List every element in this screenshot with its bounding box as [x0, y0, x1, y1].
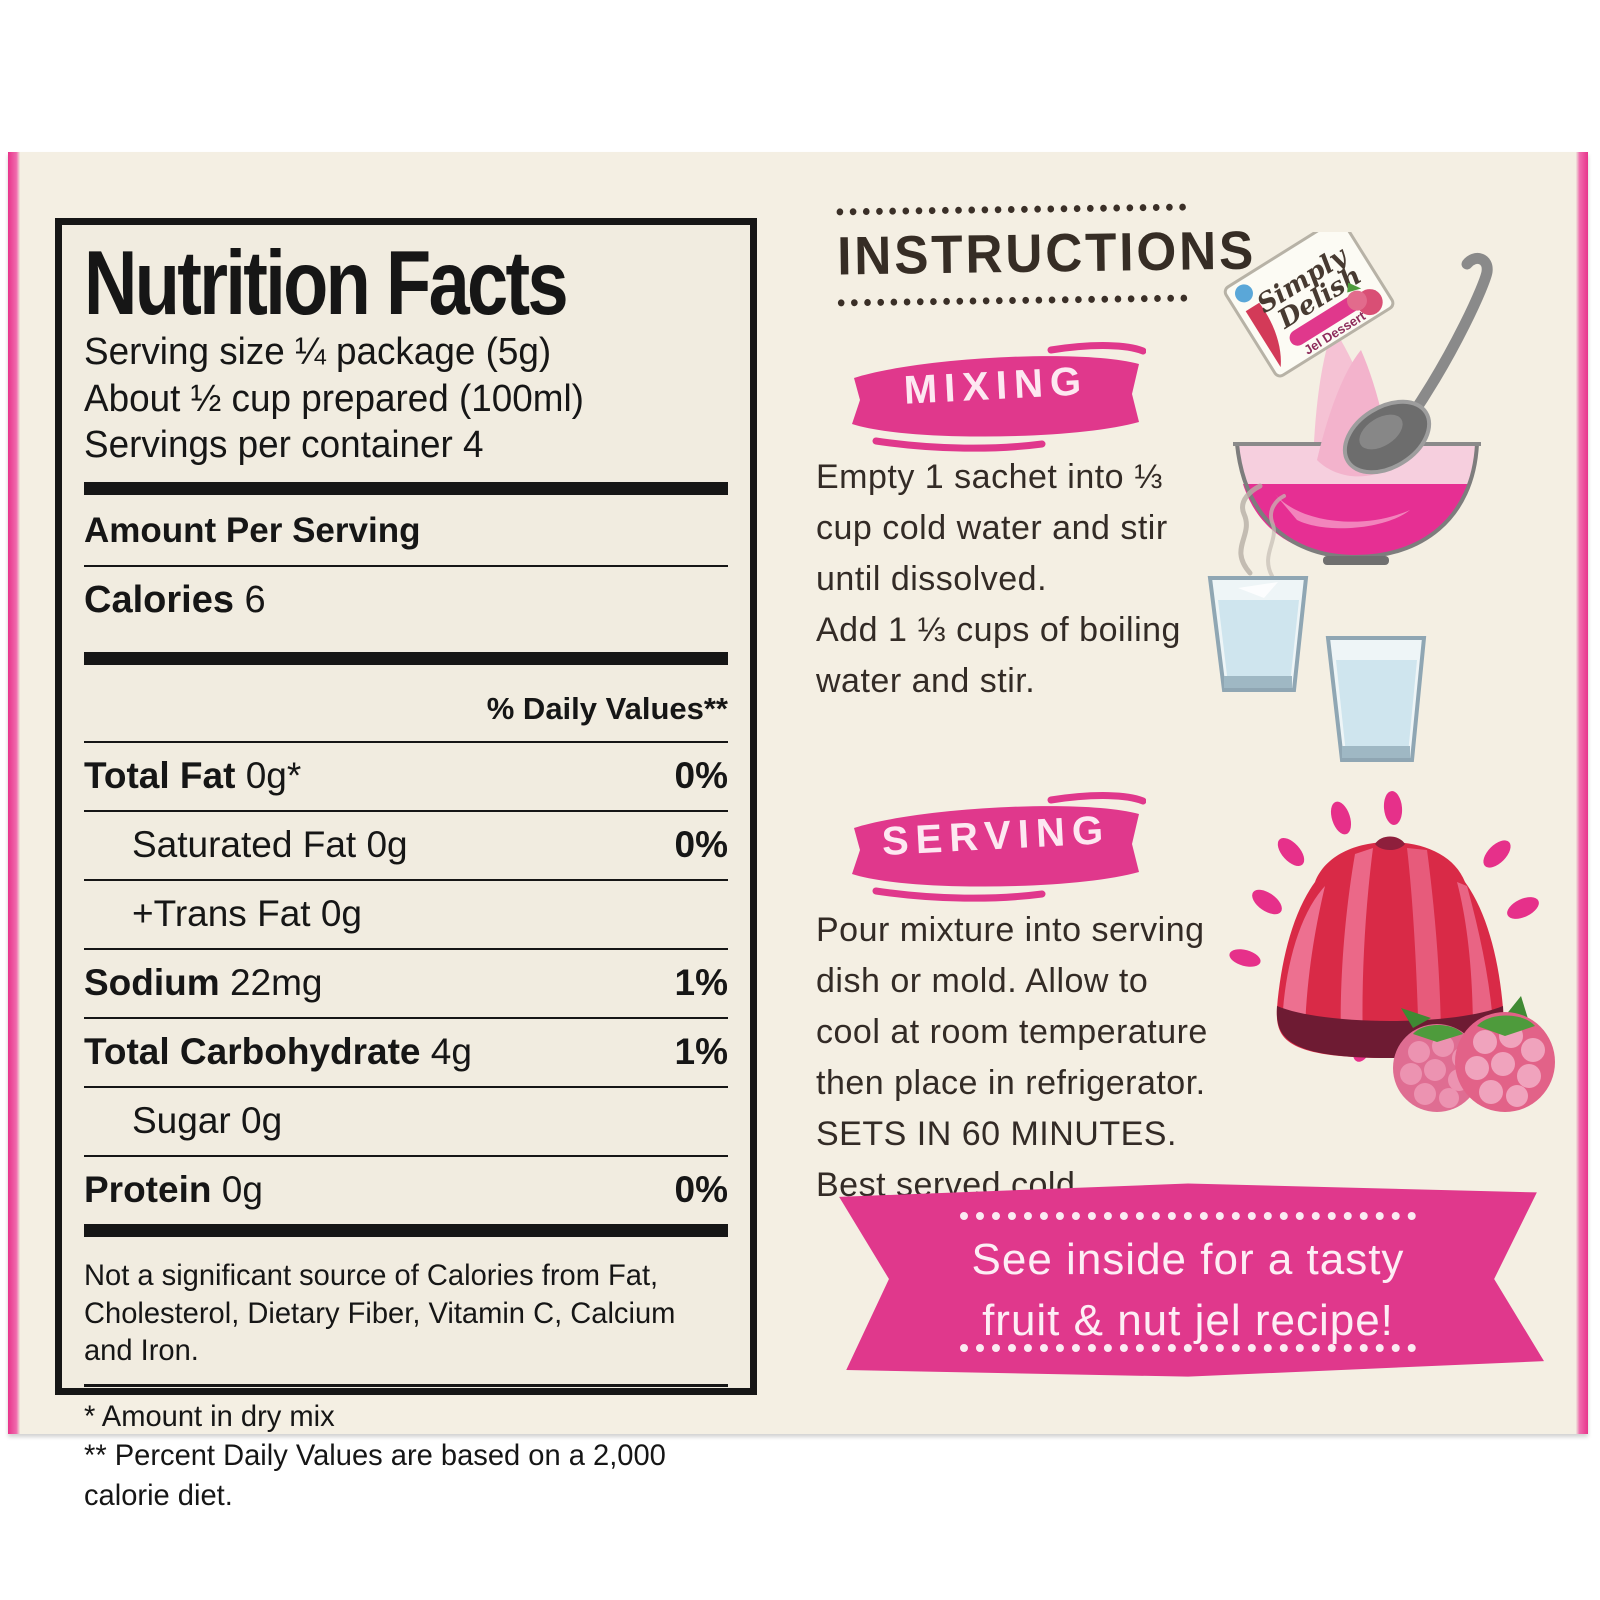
nutrition-facts-title: Nutrition Facts — [84, 231, 569, 334]
box-right-pink-edge — [1576, 152, 1588, 1434]
package-raspberry-art — [1346, 282, 1383, 316]
footnote-separator — [84, 1383, 728, 1387]
glass-bowl — [1233, 442, 1481, 565]
nutrition-facts-panel: Nutrition Facts Serving size ¼ package (… — [55, 218, 757, 1512]
jelly-bundt — [1276, 836, 1504, 1058]
water-glasses-illustration — [1207, 483, 1427, 762]
nutrient-row-sodium: Sodium 22mg 1% — [84, 950, 728, 1020]
ribbon-shape — [852, 792, 1146, 902]
box-left-pink-edge — [8, 152, 20, 1434]
mixing-instructions-text: Empty 1 sachet into ⅓ cup cold water and… — [816, 458, 1181, 700]
amount-per-serving-label: Amount Per Serving — [84, 505, 728, 568]
dv-value: 0% — [674, 1169, 728, 1211]
see-inside-text: See inside for a tasty fruit & nut jel r… — [971, 1235, 1405, 1345]
spoon — [1342, 253, 1493, 475]
not-significant-note: Not a significant source of Calories fro… — [84, 1259, 676, 1368]
package-jelly-art — [1245, 302, 1281, 368]
dv-value: 1% — [674, 1031, 728, 1073]
thick-divider — [84, 652, 728, 666]
serving-ribbon-banner: SERVING — [846, 788, 1146, 908]
footnote-daily-values: ** Percent Daily Values are based on a 2… — [84, 1439, 666, 1512]
footnote-dry-mix: * Amount in dry mix — [84, 1399, 335, 1433]
dv-value: 1% — [674, 962, 728, 1004]
sachet-package: Simply Delish Jel Dessert — [1223, 232, 1395, 378]
ribbon-shape — [852, 342, 1146, 452]
package-logo-dot — [1234, 284, 1253, 303]
thick-divider — [84, 482, 728, 496]
banner-dotted-line — [960, 1212, 1416, 1220]
calories-value: 6 — [244, 579, 266, 622]
nutrient-row-total-fat: Total Fat 0g* 0% — [84, 743, 728, 813]
nutrient-row-total-carbohydrate: Total Carbohydrate 4g 1% — [84, 1019, 728, 1089]
banner-dotted-line — [960, 1344, 1416, 1352]
hot-water-glass — [1207, 576, 1309, 692]
nutrient-row-protein: Protein 0g 0% — [84, 1169, 728, 1211]
dv-value: 0% — [674, 755, 728, 797]
calories-label: Calories — [84, 579, 234, 622]
nutrient-row-trans-fat: +Trans Fat 0g — [84, 881, 728, 951]
mixing-ribbon-banner: MIXING — [846, 338, 1146, 458]
jelly-mold-illustration — [1229, 791, 1555, 1112]
see-inside-banner: See inside for a tasty fruit & nut jel r… — [839, 1183, 1544, 1377]
mixing-bowl-illustration: Simply Delish Jel Dessert — [1223, 232, 1493, 565]
steam-swirl — [1238, 483, 1286, 578]
instructions-header: INSTRUCTIONS — [836, 203, 1257, 307]
pink-sparks — [1229, 791, 1539, 1062]
cold-water-glass — [1325, 636, 1427, 762]
raspberries — [1393, 996, 1555, 1112]
calories-row: Calories 6 — [84, 567, 728, 638]
daily-values-header: % Daily Values** — [84, 675, 728, 744]
nutrient-row-sugar: Sugar 0g — [84, 1088, 728, 1158]
thick-divider — [84, 1224, 728, 1238]
nutrient-row-saturated-fat: Saturated Fat 0g 0% — [84, 812, 728, 882]
dv-value: 0% — [674, 824, 728, 866]
serving-info: Serving size ¼ package (5g) About ½ cup … — [84, 331, 584, 466]
